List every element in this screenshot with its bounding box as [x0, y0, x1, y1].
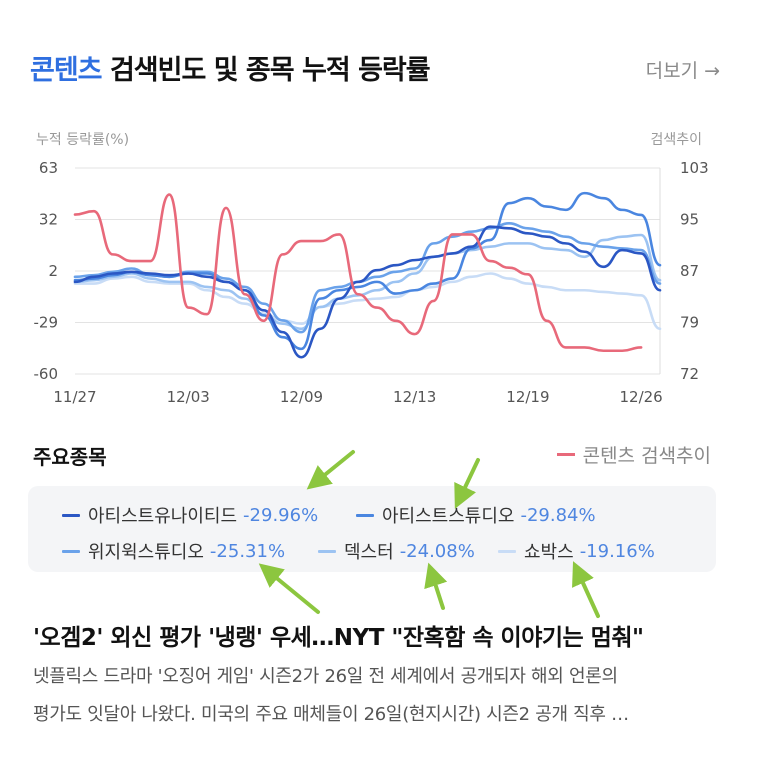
series-line-2 — [73, 191, 662, 351]
annotation-arrow — [572, 561, 600, 618]
y-left-tick-label: 32 — [39, 211, 58, 229]
x-tick-label: 12/13 — [393, 388, 436, 406]
y-right-tick-label: 87 — [680, 262, 699, 280]
series-line-6 — [73, 193, 643, 353]
x-tick-label: 12/09 — [280, 388, 323, 406]
stock-pct: -29.84% — [520, 504, 596, 526]
stock-item-4[interactable]: 덱스터 -24.08% — [318, 538, 475, 564]
title-rest: 검색빈도 및 종목 누적 등락률 — [109, 55, 431, 86]
stock-item-3[interactable]: 위지윅스튜디오 -25.31% — [62, 538, 285, 564]
stock-item-2[interactable]: 아티스트스튜디오 -29.84% — [356, 502, 596, 528]
x-tick-label: 12/03 — [167, 388, 210, 406]
article-headline[interactable]: '오겜2' 외신 평가 '냉랭' 우세…NYT "잔혹함 속 이야기는 멈춰" — [33, 625, 644, 651]
stock-name: 아티스트스튜디오 — [382, 506, 515, 527]
x-tick-label: 12/26 — [620, 388, 663, 406]
stock-pct: -25.31% — [209, 540, 286, 562]
stock-pct: -29.96% — [243, 504, 319, 526]
stock-swatch — [498, 549, 516, 553]
search-legend-swatch — [556, 453, 575, 456]
series-line-1 — [73, 225, 662, 359]
x-tick-label: 11/27 — [53, 388, 96, 406]
chart: 누적 등락률(%) 검색추이 63 103 32 95 2 87 -29 79 -60 72 11/27… — [34, 132, 709, 406]
stock-pct: -19.16% — [579, 540, 655, 562]
y-left-tick-label: -60 — [34, 365, 59, 383]
article-body-line-1: 넷플릭스 드라마 '오징어 게임' 시즌2가 26일 전 세계에서 공개되자 해… — [33, 666, 618, 687]
stock-pct: -24.08% — [399, 540, 475, 562]
stock-swatch — [318, 549, 336, 553]
header: 콘텐츠 검색빈도 및 종목 누적 등락률 더보기 → — [30, 48, 720, 92]
y-right-tick-label: 95 — [680, 211, 699, 229]
y-left-tick-label: -29 — [34, 314, 59, 332]
annotation-arrow — [306, 450, 355, 490]
section-label: 주요종목 — [33, 445, 107, 469]
more-link[interactable]: 더보기 → — [646, 56, 720, 83]
stocks-box: 아티스트유나이티드 -29.96% 아티스트스튜디오 -29.84% 위지윅스튜… — [28, 486, 716, 572]
search-legend: 콘텐츠 검색추이 — [556, 441, 711, 468]
y-left-tick-label: 2 — [48, 262, 58, 280]
search-legend-label: 콘텐츠 검색추이 — [582, 445, 711, 467]
stock-name: 쇼박스 — [524, 542, 574, 563]
y-left-tick-label: 63 — [39, 159, 58, 177]
y-right-tick-label: 103 — [680, 159, 709, 177]
series-line-4 — [73, 233, 662, 331]
title-accent: 콘텐츠 — [30, 55, 103, 86]
y-left-axis-label: 누적 등락률(%) — [36, 132, 129, 148]
arrow-right-icon: → — [704, 60, 720, 82]
annotation-arrow — [424, 562, 448, 610]
y-right-tick-label: 72 — [680, 365, 699, 383]
stock-swatch — [62, 549, 80, 553]
stock-item-1[interactable]: 아티스트유나이티드 -29.96% — [62, 502, 318, 528]
stock-swatch — [62, 513, 80, 517]
y-right-axis-label: 검색추이 — [650, 132, 702, 148]
y-right-tick-label: 79 — [680, 314, 699, 332]
x-tick-label: 12/19 — [506, 388, 549, 406]
article-body-line-2: 평가도 잇달아 나왔다. 미국의 주요 매체들이 26일(현지시간) 시즌2 공… — [33, 704, 629, 725]
stock-swatch — [356, 513, 374, 517]
stock-item-5[interactable]: 쇼박스 -19.16% — [498, 538, 655, 564]
annotation-arrow — [258, 563, 320, 614]
stock-name: 덱스터 — [344, 542, 394, 563]
stock-name: 위지윅스튜디오 — [88, 542, 204, 563]
more-label: 더보기 — [645, 60, 699, 82]
stock-name: 아티스트유나이티드 — [88, 506, 238, 527]
page-title: 콘텐츠 검색빈도 및 종목 누적 등락률 — [30, 48, 431, 87]
